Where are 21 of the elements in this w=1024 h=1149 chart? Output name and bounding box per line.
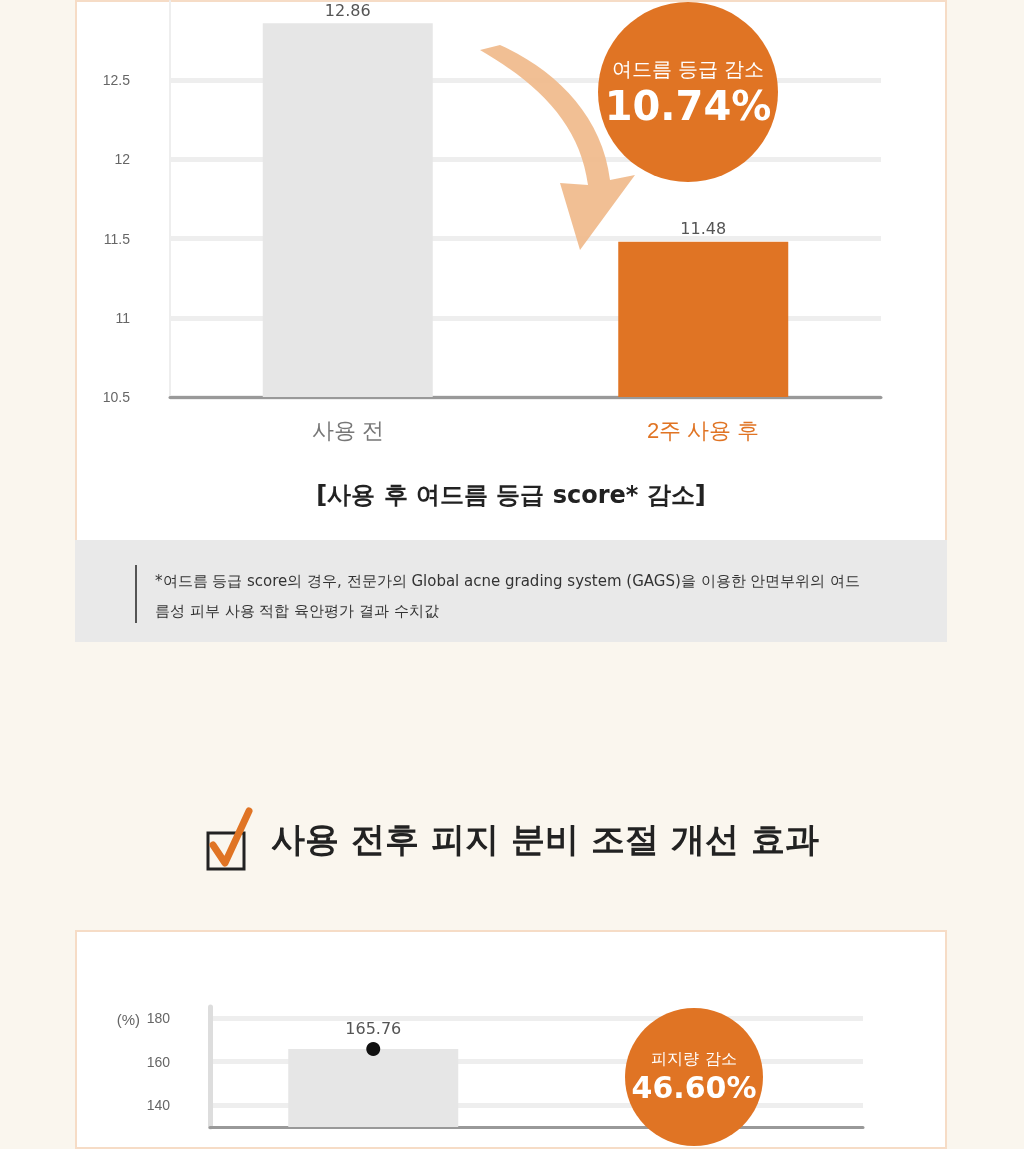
y-tick-label: 180 <box>146 1009 171 1026</box>
data-label: 11.48 <box>680 219 727 239</box>
text: [사용 후 여드름 등급 score* 감소] <box>316 480 706 511</box>
y-tick-label: 160 <box>146 1053 171 1070</box>
y-tick-label: 12 <box>114 151 131 168</box>
data-label: 12.86 <box>324 0 371 20</box>
x-tick-label: 사용 전 <box>311 417 384 443</box>
y-axis-title: (%) <box>116 1011 140 1028</box>
y-tick-label: 11.5 <box>103 230 131 247</box>
annotation: 10.74% <box>604 82 772 129</box>
y-tick-label: 12.5 <box>102 72 131 89</box>
text: *여드름 등급 score의 경우, 전문가의 Global acne grading system (GAGS)을 이용한 안면부위의 여드름성 피부 사용 적합 육안평가 결과 수치값 <box>75 540 947 642</box>
annotation: 여드름 등급 감소 <box>611 55 765 83</box>
x-tick-label: 2주 사용 후 <box>647 417 760 443</box>
y-tick-label: 10.5 <box>102 389 131 405</box>
annotation: 46.60% <box>631 1070 757 1105</box>
annotation: 피지량 감소 <box>651 1049 737 1070</box>
data-label: 165.76 <box>345 1019 402 1039</box>
y-tick-label: 140 <box>146 1097 171 1114</box>
chart-title: 사용 전후 피지 분비 조절 개선 효과 <box>271 818 819 861</box>
y-tick-label: 11 <box>115 309 131 326</box>
